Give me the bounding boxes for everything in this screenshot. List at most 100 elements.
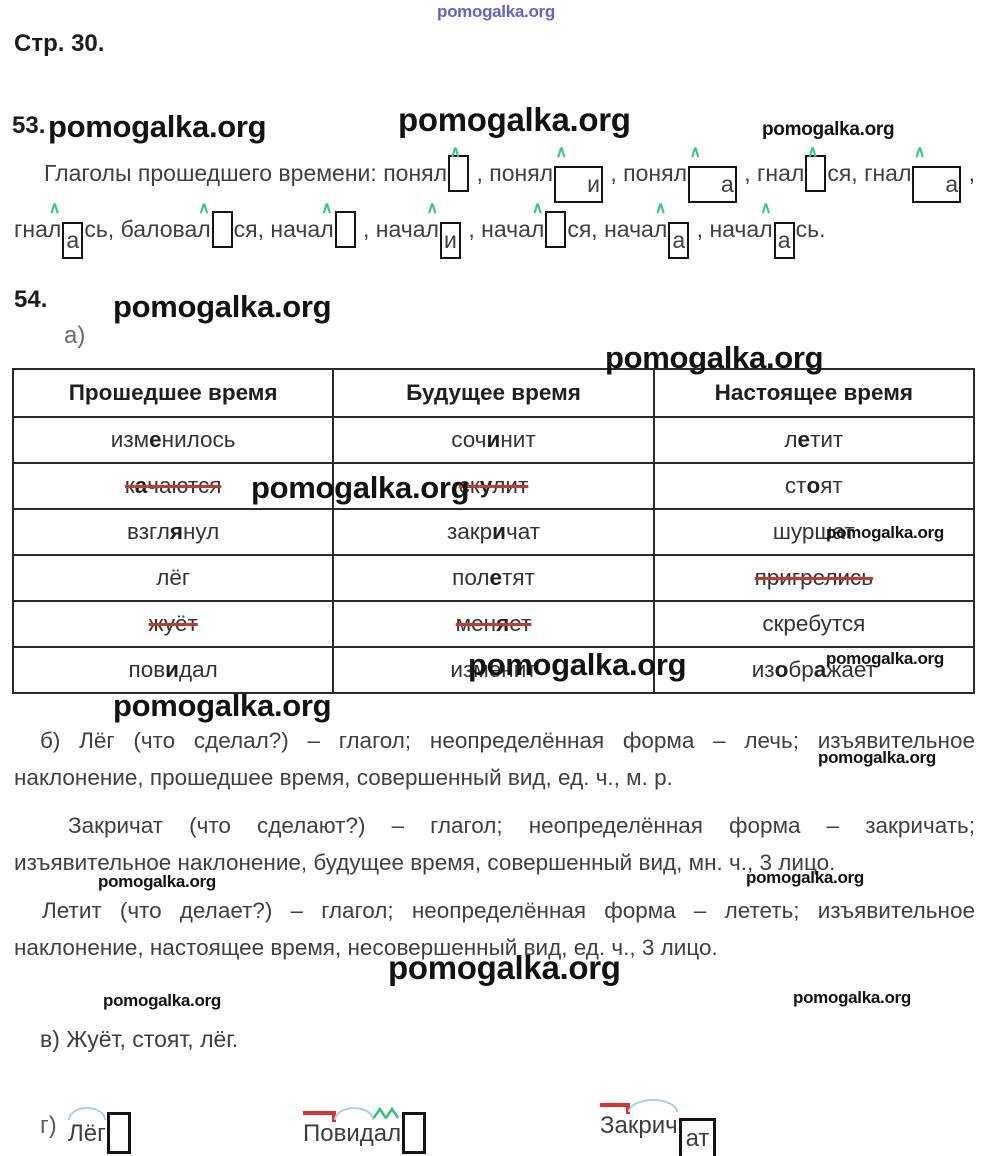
table-cell: качаются: [11, 462, 335, 510]
parsed-word-povidal: Повид ал: [303, 1107, 427, 1154]
table-cell: взглянул: [11, 508, 335, 556]
part-g-label: г): [40, 1112, 57, 1139]
analysis-line: наклонение, прошедшее время, совершенный…: [14, 765, 673, 790]
table-row: изменилось сочинит летит: [11, 416, 976, 464]
table-cell: закричат: [332, 508, 655, 556]
analysis-line: наклонение, настоящее время, несовершенн…: [14, 935, 718, 960]
word: сочинит: [451, 427, 536, 452]
analysis-line: Закричат (что сделают?) – глагол; неопре…: [68, 813, 975, 838]
analysis-paragraph-zakrichat: Закричат (что сделают?) – глагол; неопре…: [14, 807, 975, 881]
ending-box: и: [439, 222, 461, 259]
suffix-caret-icon: ∧: [198, 200, 210, 217]
word: стоят: [784, 473, 843, 498]
suffix-letters: ал: [373, 1120, 402, 1147]
verb-word: начал ∧ а сь: [709, 201, 819, 259]
watermark: pomogalka.org: [113, 688, 332, 723]
table-header-row: Прошедшее время Будущее время Настоящее …: [11, 368, 976, 418]
suffix-caret-icon: ∧: [689, 144, 702, 161]
zero-ending-box: [448, 155, 470, 192]
table-cell: повидал: [11, 646, 335, 694]
word: изменит: [450, 657, 537, 682]
watermark: pomogalka.org: [826, 523, 944, 542]
watermark: pomogalka.org: [826, 649, 944, 668]
ending-box: а: [912, 166, 962, 203]
watermark: pomogalka.org: [746, 868, 864, 887]
suffix-zigzag-icon: [372, 1107, 399, 1119]
watermark: pomogalka.org: [398, 101, 631, 138]
suffix-caret-icon: ∧: [913, 144, 926, 161]
word: полетят: [452, 565, 535, 590]
analysis-line: б) Лёг (что сделал?) – глагол; неопредел…: [40, 728, 975, 753]
watermark: pomogalka.org: [113, 289, 332, 324]
verb-tense-table: Прошедшее время Будущее время Настоящее …: [11, 368, 976, 694]
ex53-line-2: гнал ∧ а сь, баловал ∧ ся, начал ∧ , начал ∧ и ,…: [14, 200, 975, 259]
zero-ending-box: [334, 211, 356, 248]
table-cell: летит: [652, 416, 976, 464]
column-header-future: Будущее время: [332, 368, 655, 418]
table-row: повидал изменит изображает: [11, 646, 976, 694]
suffix-caret-icon: ∧: [426, 200, 439, 217]
verb-word: начал ∧ и: [376, 201, 462, 259]
watermark: pomogalka.org: [98, 872, 216, 891]
verb-word: понял ∧ а: [623, 145, 738, 203]
word: повидал: [128, 657, 218, 682]
part-a-label: а): [64, 322, 86, 349]
table-cell: сочинит: [332, 416, 655, 464]
word: закричат: [446, 519, 541, 544]
verb-word: гнал ∧ а сь: [14, 201, 108, 259]
watermark: pomogalka.org: [793, 988, 911, 1007]
suffix-caret-icon: ∧: [531, 200, 544, 217]
watermark: pomogalka.org: [762, 119, 895, 140]
root-arc-icon: крич: [627, 1099, 678, 1139]
suffix-caret-icon: ∧: [449, 144, 462, 161]
suffix-caret-icon: ∧: [806, 144, 819, 161]
verb-word: гнал ∧ а: [864, 145, 962, 203]
parsed-word-lyog: Лёг: [68, 1107, 131, 1154]
word: летит: [784, 427, 844, 452]
table-cell: полетят: [332, 554, 655, 602]
watermark: pomogalka.org: [818, 748, 936, 767]
table-cell: скребутся: [652, 600, 976, 648]
zero-ending-box: [545, 211, 567, 248]
rejected-word: пригрелись: [754, 565, 874, 590]
table-cell: жуёт: [11, 600, 335, 648]
zero-ending-box: [805, 155, 827, 192]
verb-word: начал ∧ ся: [481, 201, 591, 248]
word: лёг: [156, 565, 191, 590]
verb-word: понял ∧: [383, 145, 470, 192]
watermark: pomogalka.org: [48, 109, 267, 144]
analysis-paragraph-letit: Летит (что делает?) – глагол; неопределё…: [14, 892, 975, 966]
verb-word: начал ∧ а: [604, 201, 690, 259]
analysis-paragraph-lyog: б) Лёг (что сделал?) – глагол; неопредел…: [14, 722, 975, 796]
verb-word: понял ∧ и: [489, 145, 604, 203]
word: скребутся: [762, 611, 866, 636]
zero-ending-box: [402, 1112, 427, 1154]
prefix-mark-icon: По: [303, 1111, 336, 1147]
table-row: взглянул закричат шуршат: [11, 508, 976, 556]
zero-ending-box: [106, 1112, 131, 1154]
table-row: лёг полетят пригрелись: [11, 554, 976, 602]
table-cell: стоят: [652, 462, 976, 510]
ex53-answer-text: Глаголы прошедшего времени: понял ∧ , пон…: [14, 145, 975, 259]
rejected-word: скулит: [458, 473, 529, 498]
verb-word: гнал ∧ ся: [757, 145, 851, 192]
table-cell: лёг: [11, 554, 335, 602]
table-cell: изображает: [652, 646, 976, 694]
table-cell: шуршат: [652, 508, 976, 556]
suffix-caret-icon: ∧: [654, 200, 667, 217]
rejected-word: жуёт: [148, 611, 198, 636]
ending-box: и: [554, 166, 603, 203]
watermark: pomogalka.org: [388, 949, 621, 986]
part-v-answer: в) Жуёт, стоят, лёг.: [40, 1026, 239, 1052]
root-arc-icon: вид: [333, 1107, 374, 1147]
suffix-caret-icon: ∧: [321, 200, 333, 217]
watermark: pomogalka.org: [605, 340, 824, 375]
ending-box: а: [687, 166, 737, 203]
zero-ending-box: [211, 211, 233, 248]
table-cell: меняет: [332, 600, 655, 648]
ending-box: ат: [678, 1118, 717, 1156]
ending-box: а: [62, 222, 84, 259]
prefix-mark-icon: За: [600, 1103, 630, 1139]
table-cell: изменит: [332, 646, 655, 694]
part-g-row: г) Лёг Повид ал Закрич ат: [0, 1094, 987, 1156]
